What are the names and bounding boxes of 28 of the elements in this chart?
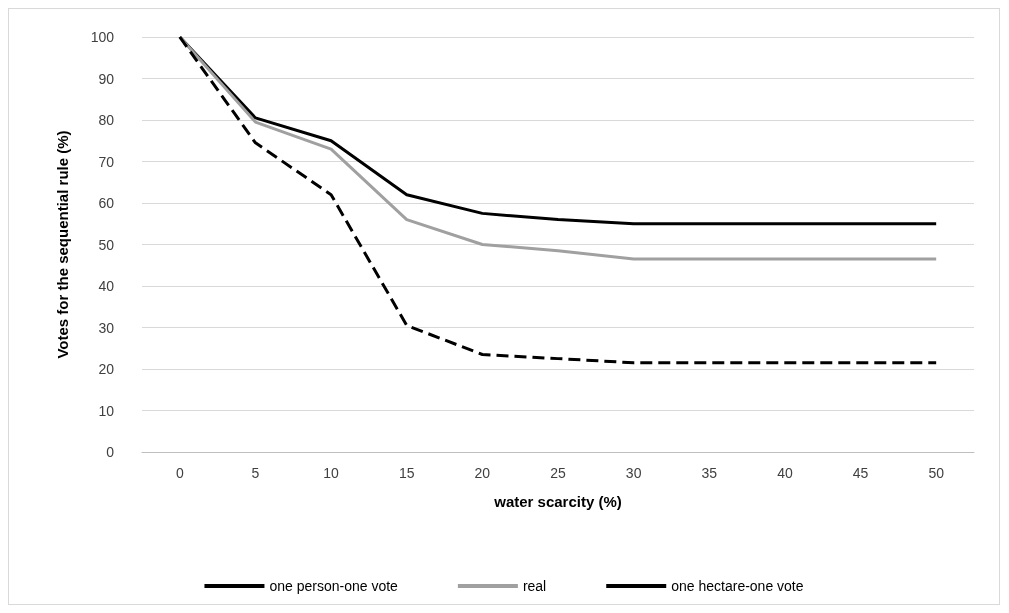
x-tick-label: 35 (701, 465, 718, 481)
x-tick-label: 30 (625, 465, 642, 481)
line-series (178, 35, 938, 261)
x-tick-label: 25 (550, 465, 566, 481)
y-axis-title: Votes for the sequential rule (%) (54, 130, 71, 359)
y-tick-label: 70 (98, 153, 115, 170)
x-tick-label: 15 (398, 465, 415, 481)
y-tick-label: 60 (98, 195, 115, 211)
x-tick-label: 10 (323, 465, 340, 481)
y-tick-label: 20 (98, 361, 115, 377)
y-tick-label: 100 (90, 29, 115, 45)
x-tick-label: 20 (474, 465, 491, 481)
x-axis-title: water scarcity (%) (493, 493, 622, 510)
y-tick-label: 40 (98, 278, 115, 294)
y-tick-label: 0 (106, 444, 115, 460)
x-tick-label: 40 (777, 465, 793, 481)
x-tick-label: 0 (175, 465, 184, 481)
x-tick-label: 45 (852, 465, 869, 481)
y-tick-label: 50 (98, 236, 115, 253)
x-tick-label: 50 (928, 465, 945, 481)
y-tick-label: 30 (98, 319, 115, 336)
legend-label: real (522, 578, 547, 594)
y-tick-label: 80 (98, 112, 115, 128)
legend-label: one person-one vote (269, 578, 399, 594)
y-tick-label: 10 (98, 402, 115, 419)
legend-label: one hectare-one vote (671, 578, 804, 594)
x-tick-label: 5 (251, 465, 260, 481)
y-tick-label: 90 (98, 70, 115, 87)
